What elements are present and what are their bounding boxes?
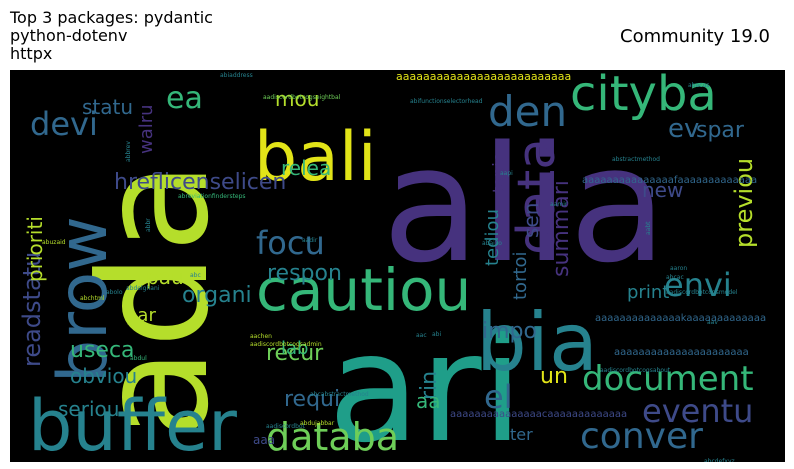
word-cloud-word: aaaaaaaaaaaaaaaaaaaaaa: [614, 347, 749, 358]
word-cloud-word: eventu: [642, 392, 753, 430]
word-cloud-word: statu: [82, 95, 133, 119]
word-cloud-word: summari: [549, 180, 574, 277]
word-cloud-word: abc: [190, 272, 201, 279]
word-cloud-word: aamir: [550, 201, 568, 208]
word-cloud-word: aac: [416, 332, 427, 339]
word-cloud-word: aadiscordbotcogsabout: [600, 367, 671, 374]
word-cloud-word: new: [642, 178, 683, 202]
word-cloud-word: print: [627, 282, 669, 303]
word-cloud-word: aapi: [500, 170, 513, 177]
word-cloud-word: mou: [275, 87, 319, 111]
word-cloud-word: recur: [266, 341, 324, 366]
word-cloud-word: par: [126, 305, 156, 326]
word-cloud-word: abiaddress: [220, 72, 253, 79]
word-cloud-word: sen: [519, 203, 543, 238]
word-cloud-word: aaaaaaaaaaaaaaaaaaaaaaaaaa: [396, 70, 571, 83]
word-cloud-word: ea: [166, 81, 203, 116]
word-cloud-word: abstractmethod: [612, 156, 660, 163]
word-cloud-word: aadiscordbotcogseightbal: [263, 94, 341, 101]
word-cloud-word: brow: [44, 216, 123, 383]
word-cloud-word: organi: [182, 283, 252, 308]
word-cloud-word: conver: [580, 416, 703, 457]
word-cloud-word: buffer: [28, 385, 237, 462]
word-cloud-word: tortoi: [510, 251, 531, 300]
word-cloud-word: data: [507, 138, 567, 255]
word-cloud-word: alia: [382, 111, 667, 298]
word-cloud-word: abdujabbar: [300, 420, 335, 427]
word-cloud-word: un: [540, 364, 568, 389]
chart-title-line: python-dotenv: [10, 26, 128, 45]
chart-title-line: httpx: [10, 44, 53, 63]
word-cloud-word: cityba: [570, 70, 717, 122]
word-cloud-word: topic: [489, 154, 508, 193]
word-cloud-word: requi: [284, 387, 340, 412]
word-cloud-word: abchtml: [80, 295, 105, 302]
word-cloud-word: previou: [730, 158, 758, 248]
word-cloud-word: aadiscordbot: [266, 423, 306, 430]
word-cloud-word: seriou: [58, 397, 119, 421]
word-cloud-word: databa: [266, 415, 399, 459]
word-cloud-word: walru: [136, 104, 157, 154]
word-cloud-word: aachen: [250, 333, 272, 340]
word-cloud-word: aadiscordbotcogsadmin: [250, 341, 322, 348]
word-cloud-word: abbrev: [125, 141, 132, 162]
word-cloud-word: abcdefxyz: [704, 458, 735, 462]
word-cloud-word: rin: [417, 371, 442, 400]
word-cloud-word: tediou: [482, 209, 503, 266]
word-cloud-word: relea: [281, 156, 331, 180]
word-cloud-word: aabt: [645, 221, 652, 235]
word-cloud-word: abbr: [145, 218, 152, 232]
word-cloud-word: pau: [146, 265, 184, 289]
word-cloud-word: aaron: [670, 265, 687, 272]
chart-title: Top 3 packages: pydantic python-dotenv h…: [10, 9, 213, 63]
word-cloud-word: prioriti: [23, 216, 47, 282]
word-cloud-word: abacus: [688, 82, 709, 89]
word-cloud-word: den: [488, 87, 567, 136]
word-cloud-word: abolo: [106, 289, 123, 296]
word-cloud-word: bia: [476, 296, 598, 389]
word-cloud-panel: alia ada ari brow bali buffer bia cautiou data ci…: [10, 70, 785, 462]
word-cloud-word: respon: [267, 261, 342, 286]
word-cloud-word: abdelghani: [126, 285, 160, 292]
word-cloud-word: abaixo: [482, 240, 502, 247]
word-cloud-word: ev: [668, 114, 699, 144]
word-cloud-word: focu: [256, 224, 325, 262]
word-cloud-word: aav: [707, 319, 718, 326]
word-cloud-word: readstatu: [18, 252, 46, 367]
word-cloud-word: abdul: [130, 355, 147, 362]
word-cloud-word: impo: [482, 319, 537, 344]
word-cloud-word: bali: [254, 118, 377, 197]
word-cloud-word: abifunctionselectorhead: [410, 98, 483, 105]
word-cloud-word: abuzaid: [42, 239, 66, 246]
word-cloud-word: aadir: [302, 237, 318, 244]
word-cloud-word: useca: [70, 338, 135, 363]
word-cloud-word: obviou: [70, 364, 137, 388]
word-cloud-word: aadiscordbotcogsmodel: [666, 289, 738, 296]
word-cloud-word: abi: [432, 331, 441, 338]
word-cloud-word: envi: [664, 266, 732, 304]
word-cloud-word: abcac: [666, 274, 684, 281]
word-cloud-word: spar: [696, 118, 745, 143]
word-cloud-word: aaaaaaaaaaaaaaafaaaaaaaaaaaaa: [582, 175, 757, 186]
word-cloud-background: [10, 70, 785, 462]
word-cloud-word: hreflicenselicen: [114, 170, 286, 195]
word-cloud-word: document: [582, 359, 754, 399]
word-cloud-word: cautiou: [256, 256, 471, 324]
word-cloud-word: ada: [68, 161, 242, 440]
community-label: Community 19.0: [620, 26, 770, 47]
word-cloud-word: lab: [281, 338, 308, 359]
word-cloud-word: abreviationfindersteps: [178, 193, 246, 200]
word-cloud-word: aaa: [253, 433, 275, 447]
word-cloud-word: abcabstractmethod: [310, 391, 369, 398]
word-cloud-word: el: [484, 378, 513, 416]
word-cloud-word: ter: [510, 425, 533, 444]
word-cloud-word: devi: [30, 105, 98, 143]
word-cloud-word: aa: [416, 389, 441, 413]
word-cloud-word: aaaaaaaaaaaaaakaaaaaaaaaaaaa: [595, 313, 766, 324]
word-cloud-word: aaaaaaaaaaaaaaacaaaaaaaaaaaaa: [450, 409, 627, 420]
chart-title-line: Top 3 packages: pydantic: [10, 8, 213, 27]
word-cloud-word: ari: [328, 302, 523, 462]
